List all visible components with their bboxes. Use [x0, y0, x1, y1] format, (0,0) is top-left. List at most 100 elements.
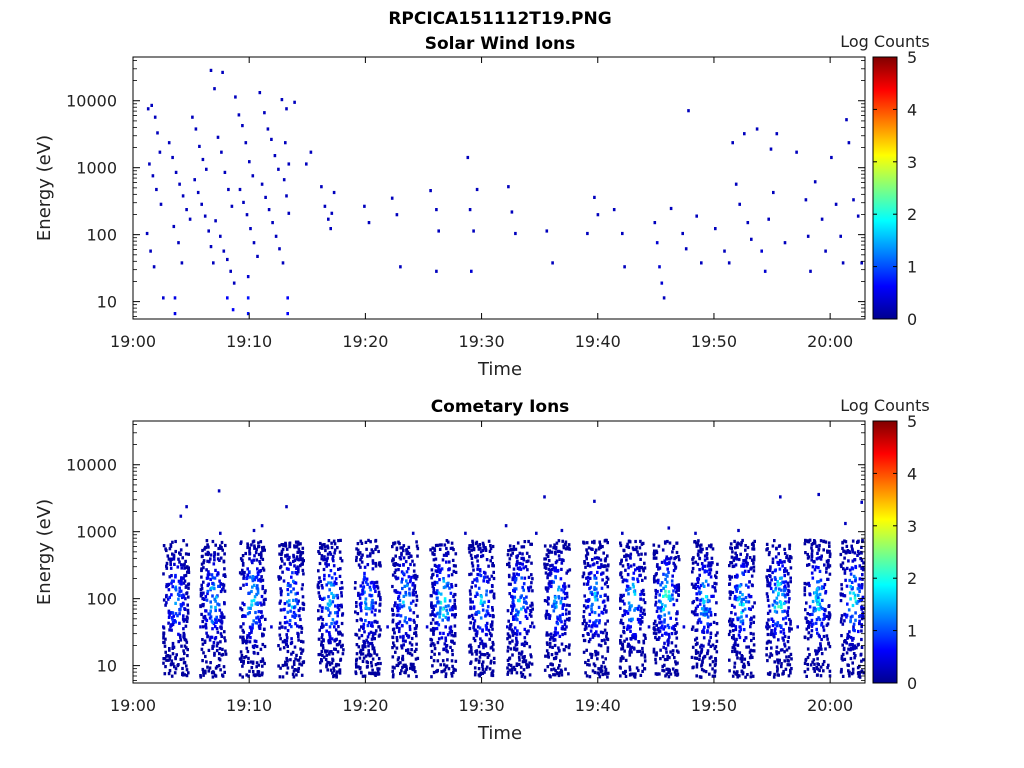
spectrogram-cell: [768, 574, 771, 578]
spectrogram-cell: [252, 619, 255, 623]
spectrogram-cell: [216, 602, 219, 606]
spectrogram-cell: [734, 575, 737, 579]
spectrogram-cell: [740, 600, 743, 604]
spectrogram-cell: [515, 560, 519, 565]
spectrogram-cell: [291, 614, 294, 618]
spectrogram-cell: [439, 663, 442, 667]
spectrogram-cell: [444, 625, 447, 629]
spectrogram-cell: [333, 551, 336, 555]
spectrogram-cell: [296, 571, 299, 575]
spectrogram-cell: [643, 653, 647, 657]
spectrogram-cell: [454, 570, 458, 574]
spectrogram-cell: [318, 604, 322, 608]
spectrogram-cell: [828, 552, 832, 556]
spectrogram-cell: [822, 660, 826, 664]
spectrogram-cell: [206, 665, 209, 669]
spectrogram-cell: [361, 647, 365, 652]
spectrogram-cell: [731, 649, 734, 654]
spectrogram-cell: [399, 614, 403, 618]
spectrogram-cell: [848, 670, 851, 674]
spectrogram-cell: [357, 593, 360, 597]
spectrogram-cell: [735, 573, 739, 577]
spectrogram-cell: [292, 610, 296, 615]
spectrogram-cell: [297, 666, 300, 671]
spectrogram-cell: [285, 107, 288, 111]
spectrogram-cell: [336, 596, 340, 600]
spectrogram-cell: [787, 659, 790, 663]
spectrogram-cell: [853, 596, 857, 600]
spectrogram-cell: [696, 650, 700, 654]
spectrogram-cell: [509, 623, 513, 627]
spectrogram-cell: [219, 668, 222, 672]
spectrogram-cell: [632, 547, 635, 552]
spectrogram-cell: [444, 639, 448, 643]
spectrogram-cell: [669, 598, 672, 602]
spectrogram-cell: [845, 641, 848, 645]
spectrogram-cell: [633, 608, 636, 612]
spectrogram-cell: [603, 665, 607, 669]
spectrogram-cell: [448, 631, 452, 635]
spectrogram-cell: [414, 573, 417, 577]
spectrogram-cell: [730, 603, 734, 607]
spectrogram-cell: [711, 585, 714, 589]
spectrogram-cell: [746, 221, 750, 225]
spectrogram-cell: [788, 546, 791, 551]
spectrogram-cell: [626, 611, 630, 615]
spectrogram-cell: [437, 637, 441, 641]
spectrogram-cell: [840, 583, 843, 587]
spectrogram-cell: [241, 675, 244, 679]
spectrogram-cell: [321, 633, 324, 637]
spectrogram-cell: [437, 591, 440, 595]
spectrogram-cell: [842, 646, 846, 650]
spectrogram-cell: [444, 674, 448, 679]
spectrogram-cell: [244, 141, 248, 145]
spectrogram-cell: [714, 659, 718, 663]
spectrogram-cell: [700, 543, 703, 547]
spectrogram-cell: [472, 605, 476, 609]
spectrogram-cell: [251, 660, 255, 664]
spectrogram-cell: [701, 564, 705, 568]
spectrogram-cell: [766, 595, 769, 599]
spectrogram-cell: [693, 656, 697, 660]
spectrogram-cell: [632, 563, 636, 567]
spectrogram-cell: [243, 614, 246, 618]
spectrogram-cell: [588, 564, 592, 568]
spectrogram-cell: [818, 635, 821, 639]
spectrogram-cell: [330, 583, 333, 587]
spectrogram-cell: [184, 624, 188, 628]
spectrogram-cell: [628, 608, 632, 612]
spectrogram-cell: [477, 645, 481, 649]
spectrogram-cell: [856, 599, 860, 604]
spectrogram-cell: [255, 644, 259, 649]
spectrogram-cell: [453, 624, 457, 628]
spectrogram-cell: [234, 95, 237, 99]
spectrogram-cell: [368, 671, 371, 675]
spectrogram-cell: [734, 671, 737, 675]
spectrogram-cell: [638, 565, 641, 569]
spectrogram-cell: [221, 582, 224, 586]
spectrogram-cell: [371, 580, 374, 584]
spectrogram-cell: [816, 602, 819, 606]
spectrogram-cell: [843, 571, 847, 575]
spectrogram-cell: [438, 547, 442, 551]
spectrogram-cell: [652, 543, 656, 547]
spectrogram-cell: [747, 662, 751, 667]
spectrogram-cell: [814, 595, 818, 599]
spectrogram-cell: [631, 617, 634, 621]
spectrogram-cell: [711, 643, 715, 647]
spectrogram-cell: [545, 609, 549, 613]
spectrogram-cell: [479, 599, 483, 603]
spectrogram-cell: [557, 554, 561, 558]
spectrogram-cell: [473, 639, 477, 643]
spectrogram-cell: [222, 586, 225, 590]
spectrogram-cell: [751, 547, 754, 551]
spectrogram-cell: [735, 653, 738, 657]
spectrogram-cell: [297, 547, 301, 551]
spectrogram-cell: [659, 626, 663, 630]
spectrogram-cell: [479, 574, 483, 578]
spectrogram-cell: [861, 595, 865, 599]
spectrogram-cell: [861, 615, 865, 619]
spectrogram-cell: [201, 157, 205, 162]
spectrogram-cell: [179, 589, 183, 593]
spectrogram-cell: [665, 557, 668, 561]
